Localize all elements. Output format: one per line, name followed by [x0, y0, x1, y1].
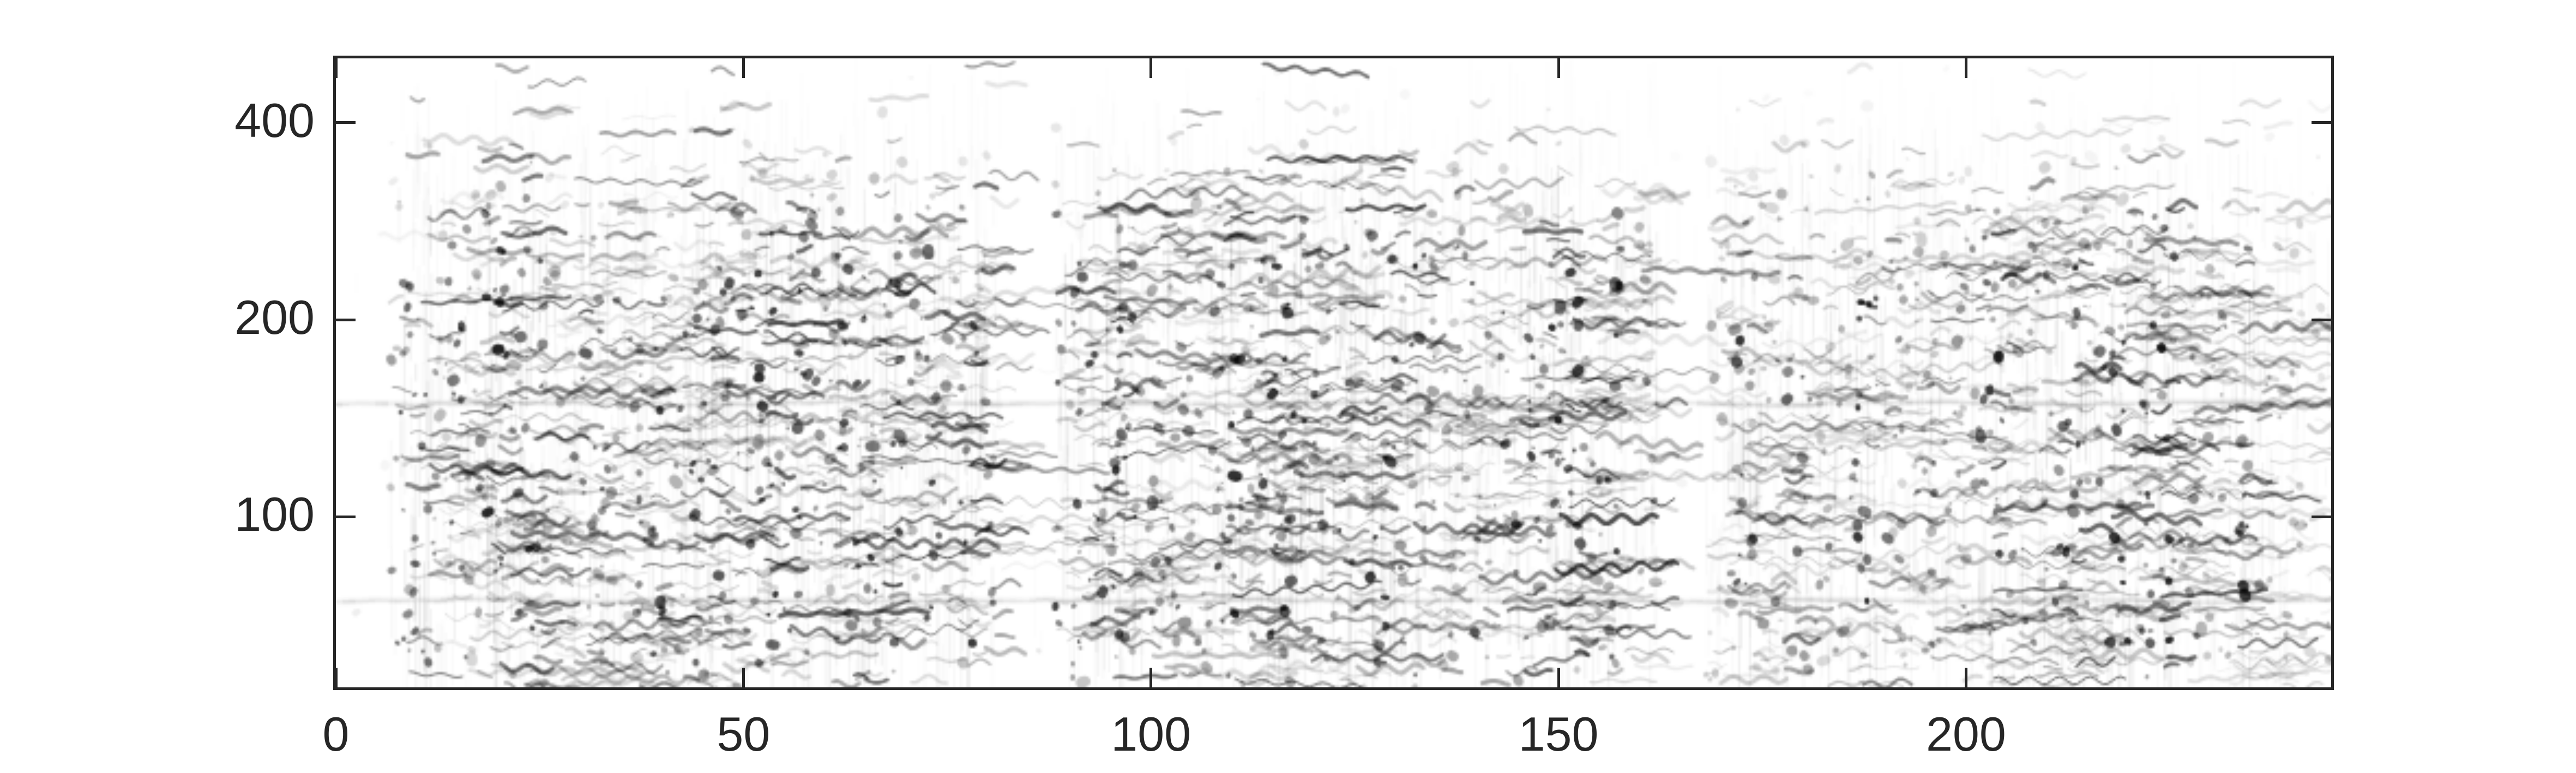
x-tick-top: [1557, 58, 1560, 78]
x-tick-bottom: [742, 668, 745, 687]
x-tick-top: [742, 58, 745, 78]
x-tick-bottom: [335, 668, 338, 687]
y-tick-right: [2312, 121, 2331, 124]
x-tick-top: [1965, 58, 1967, 78]
y-tick-label: 400: [234, 93, 315, 147]
x-tick-bottom: [1557, 668, 1560, 687]
y-tick-label: 200: [234, 290, 315, 345]
x-tick-label: 50: [717, 707, 771, 761]
y-tick-left: [336, 121, 356, 124]
y-tick-left: [336, 319, 356, 321]
x-tick-label: 200: [1925, 707, 2006, 761]
y-tick-right: [2312, 319, 2331, 321]
x-tick-top: [1149, 58, 1152, 78]
y-tick-label: 100: [234, 487, 315, 542]
x-tick-bottom: [1965, 668, 1967, 687]
x-tick-label: 0: [322, 707, 350, 761]
x-tick-label: 150: [1518, 707, 1599, 761]
spectrogram-heatmap: [336, 58, 2331, 687]
y-tick-left: [336, 516, 356, 518]
plot-frame: [333, 56, 2334, 690]
y-tick-right: [2312, 516, 2331, 518]
x-tick-top: [335, 58, 338, 78]
x-tick-label: 100: [1111, 707, 1191, 761]
x-tick-bottom: [1149, 668, 1152, 687]
